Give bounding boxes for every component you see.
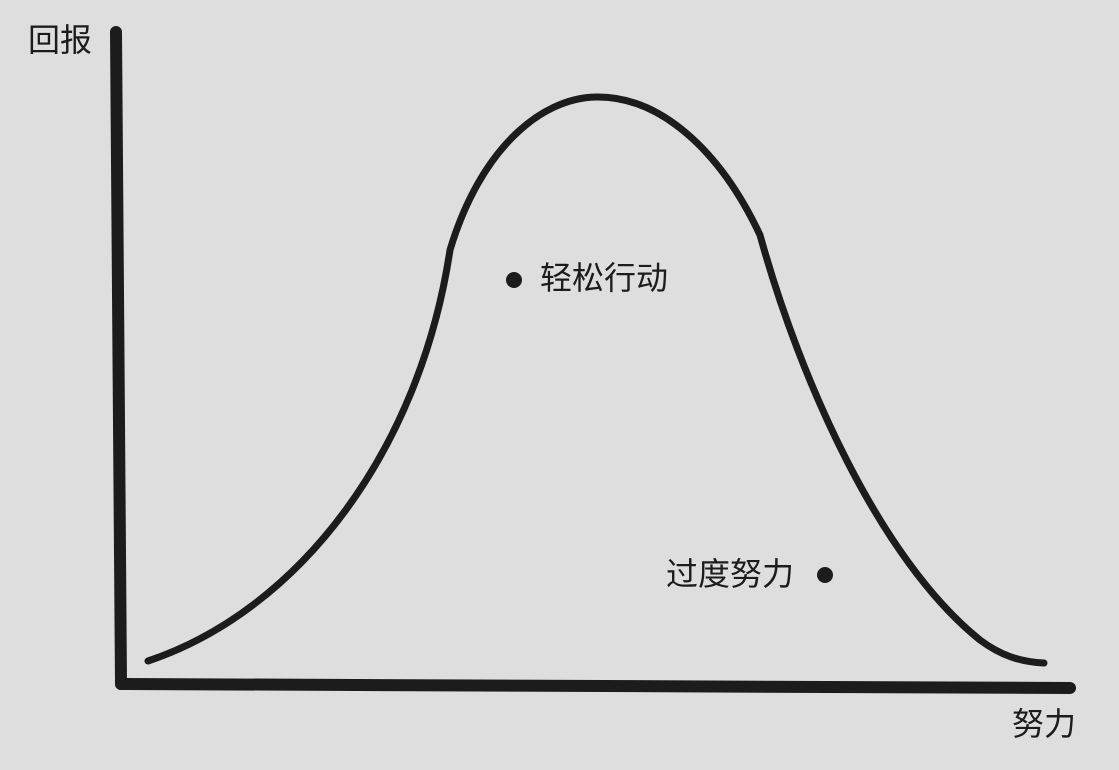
- x-axis: [115, 678, 1076, 694]
- easy-action-label: 轻松行动: [540, 259, 669, 297]
- y-axis: [110, 26, 127, 690]
- y-axis-label: 回报: [28, 21, 93, 59]
- over-effort-label: 过度努力: [666, 555, 795, 593]
- bell-curve: [144, 93, 1048, 667]
- easy-action-dot: [506, 272, 522, 288]
- x-axis-label: 努力: [1012, 705, 1077, 743]
- over-effort-dot: [817, 567, 833, 583]
